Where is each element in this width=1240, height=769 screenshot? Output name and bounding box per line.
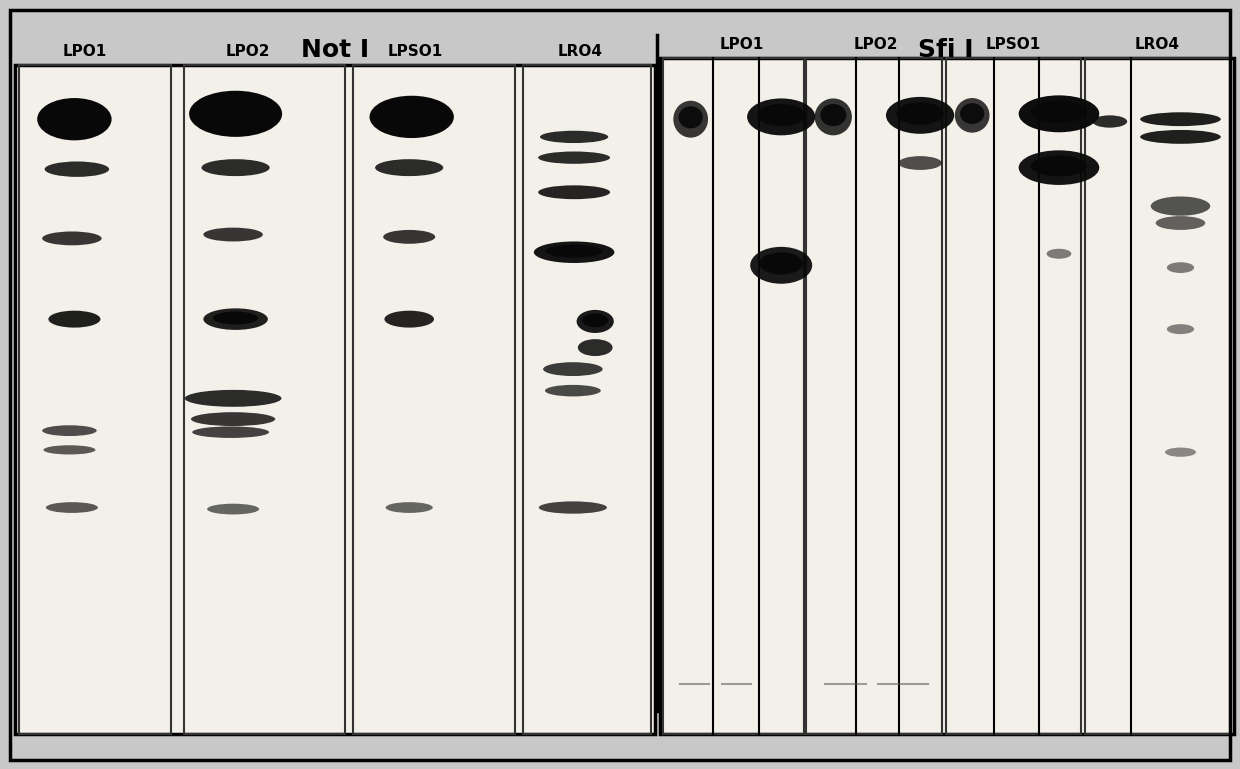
Ellipse shape	[678, 106, 703, 128]
Text: LPSO1: LPSO1	[388, 44, 443, 59]
Ellipse shape	[750, 247, 812, 284]
Ellipse shape	[207, 504, 259, 514]
Ellipse shape	[538, 151, 610, 164]
Ellipse shape	[577, 310, 614, 333]
Ellipse shape	[746, 98, 816, 135]
Bar	[19, 65, 171, 734]
Ellipse shape	[1047, 249, 1071, 259]
Bar	[660, 58, 1234, 734]
Text: LPO2: LPO2	[226, 44, 270, 59]
Ellipse shape	[374, 159, 444, 176]
Bar	[946, 58, 1081, 734]
Text: Not I: Not I	[301, 38, 368, 62]
Ellipse shape	[758, 104, 805, 126]
Ellipse shape	[46, 502, 98, 513]
Ellipse shape	[1141, 112, 1220, 126]
Ellipse shape	[42, 231, 102, 245]
Ellipse shape	[1019, 150, 1099, 185]
Ellipse shape	[213, 311, 258, 325]
Ellipse shape	[898, 156, 942, 170]
Text: LPO1: LPO1	[719, 36, 764, 52]
Ellipse shape	[382, 102, 441, 128]
Ellipse shape	[673, 101, 708, 138]
Bar	[1085, 58, 1230, 734]
Bar	[184, 65, 345, 734]
Ellipse shape	[185, 390, 281, 407]
Bar	[353, 65, 515, 734]
Ellipse shape	[1019, 95, 1099, 132]
Ellipse shape	[203, 98, 268, 125]
Ellipse shape	[192, 427, 269, 438]
Bar	[523, 65, 651, 734]
Bar	[663, 58, 804, 734]
Ellipse shape	[1030, 155, 1087, 176]
Ellipse shape	[821, 104, 847, 126]
Ellipse shape	[1167, 262, 1194, 273]
Ellipse shape	[534, 241, 614, 263]
Ellipse shape	[546, 245, 603, 258]
Ellipse shape	[960, 103, 985, 124]
Ellipse shape	[1141, 130, 1220, 144]
Ellipse shape	[759, 252, 804, 275]
Ellipse shape	[48, 105, 100, 130]
Text: Sfi I: Sfi I	[919, 38, 973, 62]
Ellipse shape	[1151, 197, 1210, 215]
Ellipse shape	[1156, 216, 1205, 230]
Ellipse shape	[546, 384, 600, 397]
Ellipse shape	[37, 98, 112, 141]
Ellipse shape	[386, 502, 433, 513]
Ellipse shape	[191, 412, 275, 426]
Ellipse shape	[384, 311, 434, 328]
Ellipse shape	[201, 159, 270, 176]
Ellipse shape	[203, 228, 263, 241]
Ellipse shape	[42, 425, 97, 436]
Bar	[15, 65, 655, 734]
Text: LPO1: LPO1	[62, 44, 107, 59]
Ellipse shape	[1166, 448, 1195, 457]
Ellipse shape	[45, 161, 109, 177]
Text: LPO2: LPO2	[853, 36, 898, 52]
Ellipse shape	[815, 98, 852, 135]
Text: LRO4: LRO4	[1135, 36, 1179, 52]
Ellipse shape	[885, 97, 955, 134]
Ellipse shape	[538, 185, 610, 199]
Ellipse shape	[955, 98, 990, 132]
Ellipse shape	[188, 91, 283, 137]
Text: LPSO1: LPSO1	[986, 36, 1040, 52]
Ellipse shape	[43, 445, 95, 454]
Ellipse shape	[583, 314, 608, 328]
Ellipse shape	[48, 311, 100, 328]
Ellipse shape	[203, 308, 268, 330]
Ellipse shape	[538, 501, 608, 514]
Ellipse shape	[1030, 101, 1087, 123]
Ellipse shape	[370, 95, 454, 138]
Ellipse shape	[578, 339, 613, 356]
Ellipse shape	[1092, 115, 1127, 128]
Ellipse shape	[1167, 325, 1194, 334]
Ellipse shape	[897, 102, 944, 125]
Ellipse shape	[541, 131, 609, 143]
Text: LRO4: LRO4	[558, 44, 603, 59]
Ellipse shape	[383, 230, 435, 244]
Bar	[806, 58, 942, 734]
Ellipse shape	[543, 362, 603, 376]
